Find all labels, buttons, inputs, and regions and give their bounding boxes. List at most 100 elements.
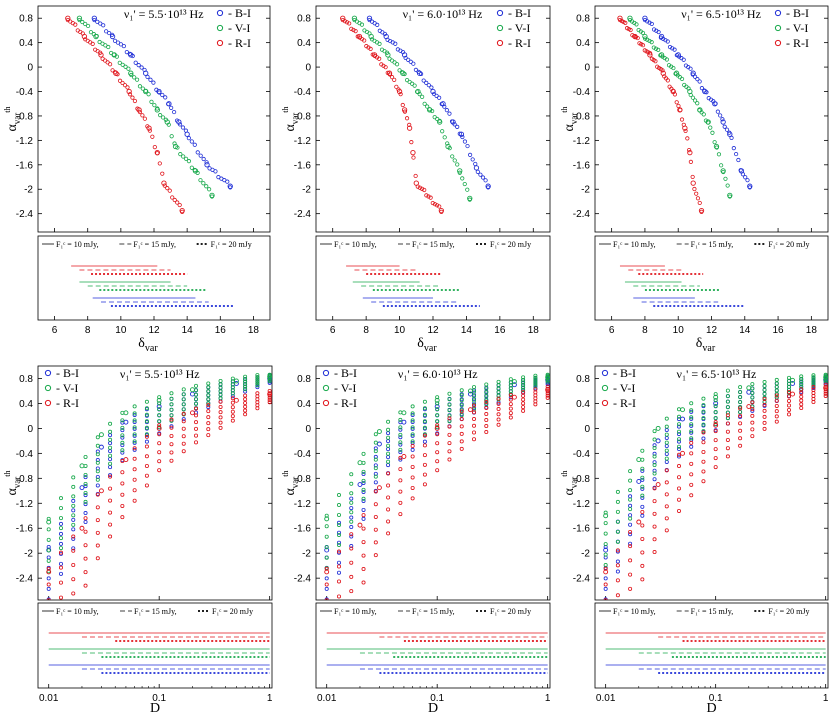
data-point [255, 406, 260, 411]
data-point [376, 429, 382, 434]
data-point [120, 433, 125, 438]
legend-label: - R-I [228, 36, 251, 50]
x-tick-label: 14 [461, 325, 473, 336]
data-point [353, 28, 358, 34]
data-point [410, 419, 415, 424]
data-point [603, 521, 608, 526]
data-point [713, 447, 718, 452]
data-point [267, 374, 272, 380]
data-point [233, 397, 239, 403]
data-point [192, 142, 197, 147]
data-point [361, 567, 366, 572]
data-point [201, 181, 206, 186]
data-point [243, 404, 248, 409]
data-point [521, 393, 526, 398]
data-point [230, 409, 235, 414]
data-point [712, 140, 717, 145]
data-point [689, 423, 694, 428]
data-point [194, 433, 199, 438]
data-point [694, 191, 699, 196]
chart-title: ν₁' = 6.0·10¹³ Hz [398, 367, 478, 381]
data-point [664, 504, 669, 509]
chart-panel-2: 0.8 0.4 0 -0.4 -0.8 -1.2 -1.6 -2 -2.4 6 8 10 12 14 16 1… [281, 5, 551, 354]
data-point [180, 125, 186, 130]
flux-legend-label: F₁ᶜ = 15 mJy, [691, 607, 734, 616]
data-point [152, 144, 157, 150]
data-point [713, 438, 718, 443]
data-point [204, 162, 210, 168]
data-point [148, 77, 153, 82]
data-point [738, 410, 743, 415]
data-point [400, 102, 405, 108]
data-point [349, 491, 354, 496]
chart-title: ν₁' = 5.5·10¹³ Hz [120, 367, 200, 381]
data-point [533, 402, 538, 407]
data-point [636, 457, 642, 463]
data-point [686, 86, 691, 91]
data-point [336, 570, 341, 575]
data-point [676, 439, 681, 444]
data-point [695, 196, 701, 201]
data-point [243, 377, 248, 382]
data-point [628, 516, 633, 521]
data-point [132, 498, 137, 503]
data-point [762, 392, 767, 397]
data-point [194, 392, 199, 397]
data-point [267, 388, 272, 393]
data-point [406, 57, 411, 62]
flux-legend-label: F₁ᶜ = 10 mJy, [56, 240, 99, 249]
data-point [628, 513, 633, 518]
x-tick-label: 1 [267, 693, 273, 704]
data-point [95, 556, 100, 561]
data-point [145, 74, 150, 80]
data-point [172, 197, 177, 203]
chart-title: ν₁' = 6.5·10¹³ Hz [677, 367, 757, 381]
data-point [689, 401, 694, 406]
x-tick-label: 18 [248, 325, 260, 336]
data-point [46, 527, 51, 532]
data-point [324, 545, 329, 550]
data-point [83, 556, 88, 561]
data-point [447, 146, 452, 151]
data-point [189, 165, 194, 170]
data-point [645, 37, 650, 42]
data-point [651, 45, 656, 50]
data-point [194, 440, 199, 445]
data-point [615, 563, 620, 568]
data-point [484, 402, 489, 407]
data-point [165, 186, 170, 191]
data-point [444, 108, 449, 113]
data-point [811, 377, 816, 382]
data-point [169, 458, 174, 463]
data-point [169, 417, 174, 422]
data-point [722, 124, 727, 129]
data-point [603, 513, 609, 519]
data-point [361, 480, 366, 485]
data-point [349, 496, 354, 501]
data-point [71, 527, 76, 532]
data-point [206, 409, 211, 414]
data-point [351, 15, 358, 21]
data-point [361, 471, 366, 476]
data-point [108, 437, 113, 442]
data-point [410, 464, 415, 469]
data-point [95, 518, 100, 523]
data-point [673, 70, 680, 76]
data-point [627, 15, 633, 21]
data-point [198, 178, 203, 183]
y-tick-label: -2.4 [294, 209, 312, 220]
data-point [58, 526, 63, 531]
data-point [93, 33, 99, 40]
y-tick-label: -2 [24, 549, 33, 560]
data-point [349, 546, 354, 551]
data-point [144, 439, 149, 444]
data-point [615, 499, 620, 504]
data-point [71, 475, 76, 480]
data-point [120, 428, 125, 433]
data-point [628, 503, 633, 508]
data-point [472, 417, 477, 422]
data-point [410, 454, 415, 459]
data-point [484, 386, 489, 391]
data-point [123, 457, 129, 463]
data-point [386, 419, 391, 424]
